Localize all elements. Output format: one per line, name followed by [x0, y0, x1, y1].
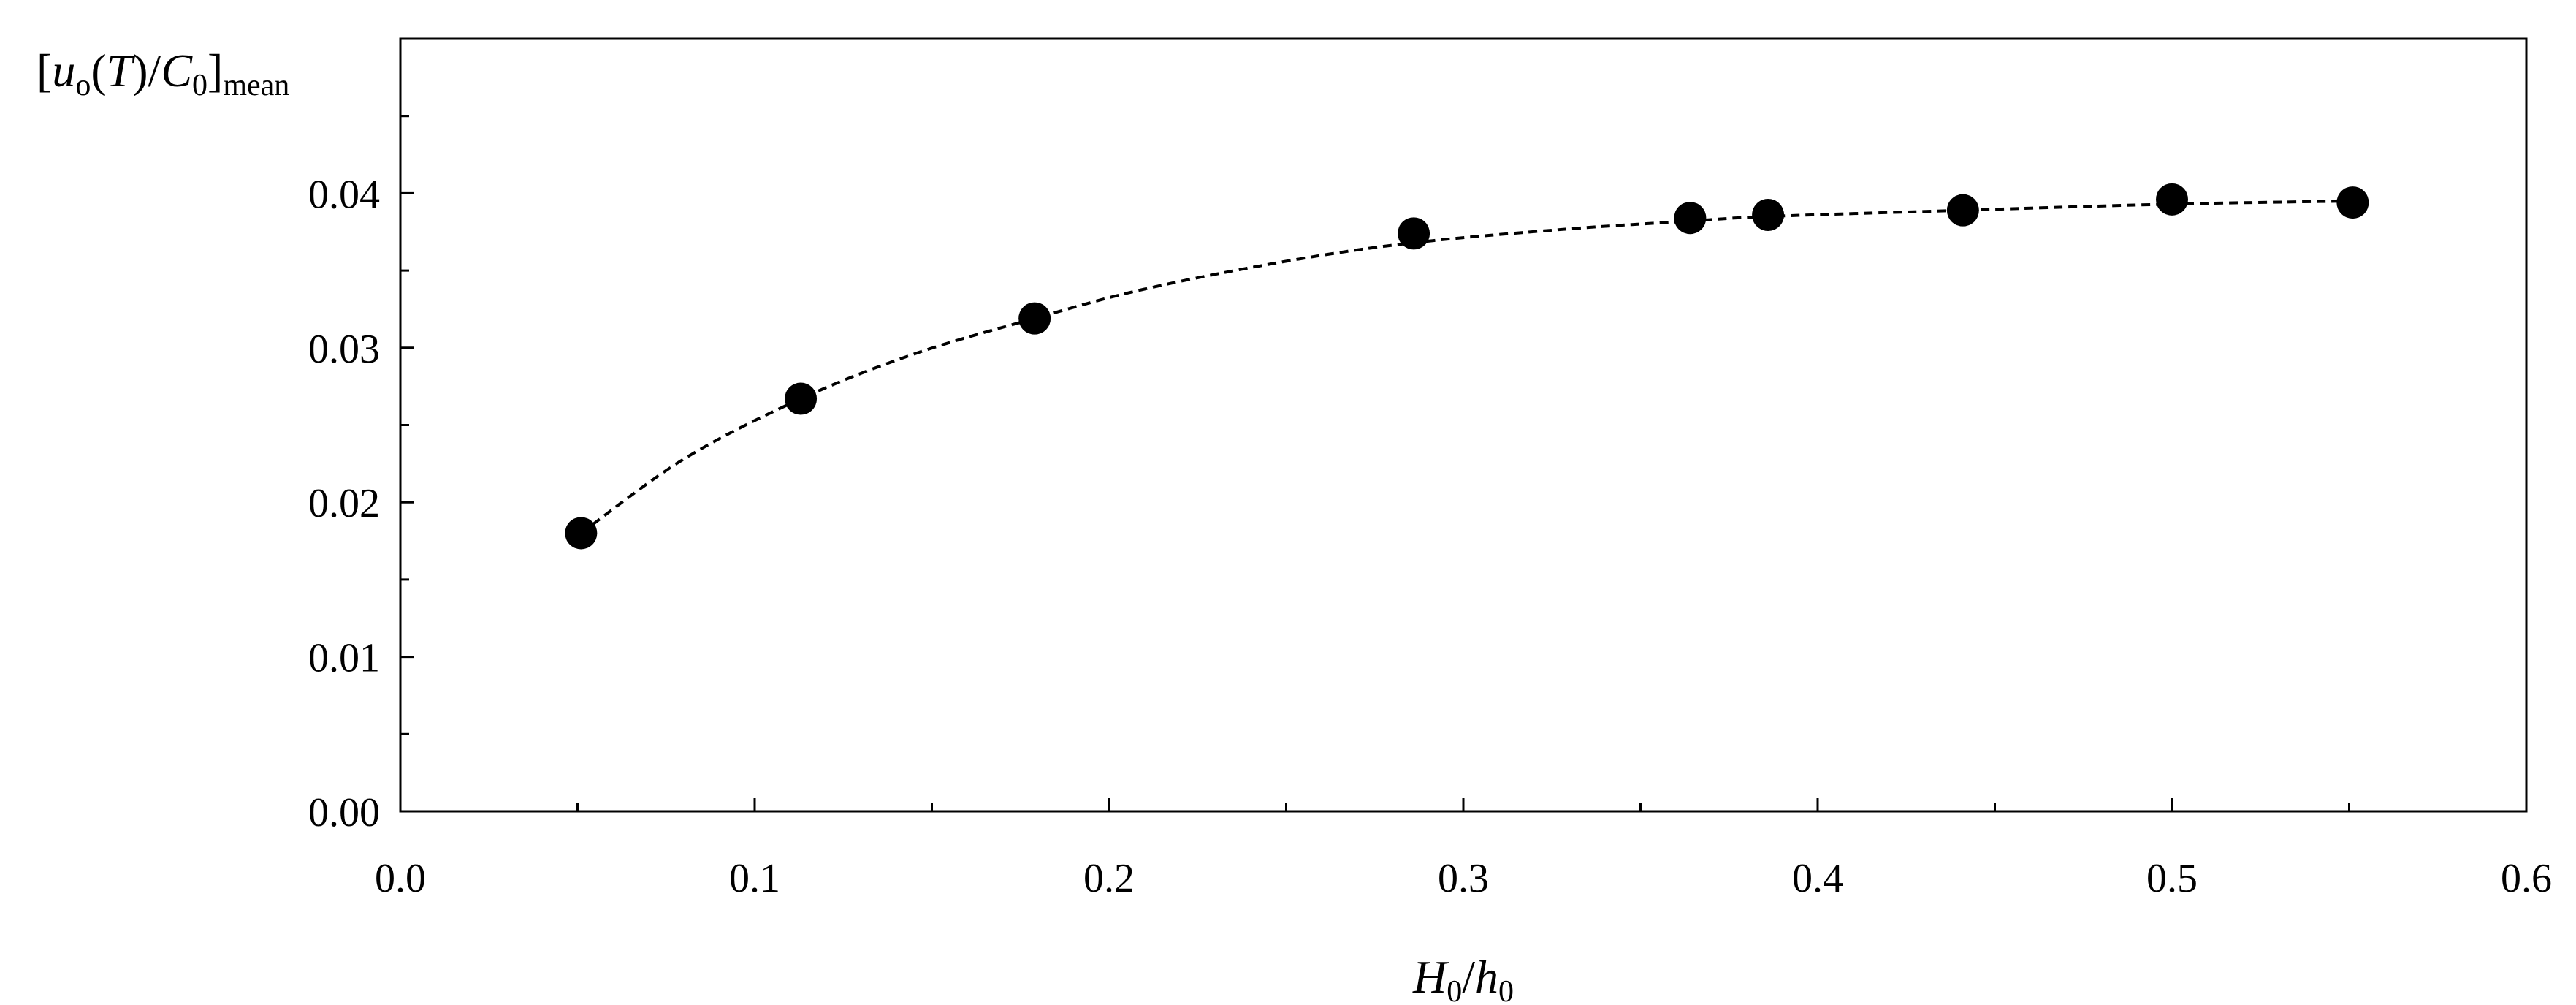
axis-title-part: mean [223, 69, 289, 102]
y-major-ticks [400, 191, 414, 813]
x-tick-label: 0.4 [1792, 856, 1843, 901]
axis-title-part: / [1462, 951, 1475, 1003]
axis-title-part: )/ [132, 45, 161, 96]
y-minor-ticks [400, 115, 409, 735]
data-points [565, 183, 2369, 550]
x-tick-label: 0.1 [729, 856, 780, 901]
axis-title-part: 0 [1447, 975, 1462, 1005]
x-tick-label: 0.6 [2501, 856, 2552, 901]
data-point [1398, 217, 1430, 250]
y-tick-label: 0.00 [308, 790, 380, 835]
data-point [1018, 302, 1051, 335]
x-tick-labels: 0.0 0.1 0.2 0.3 0.4 0.5 0.6 [375, 856, 2552, 901]
x-axis-title: H0/h0 [1412, 951, 1514, 1005]
axis-title-part: h [1475, 951, 1498, 1003]
x-major-ticks [399, 798, 2528, 811]
x-tick-label: 0.3 [1438, 856, 1489, 901]
y-tick-label: 0.04 [308, 172, 380, 217]
axis-title-part: 0 [192, 69, 207, 102]
data-point [1752, 198, 1785, 231]
axis-title-part: 0 [1498, 975, 1514, 1005]
axis-title-part: o [75, 69, 91, 102]
x-tick-label: 0.2 [1083, 856, 1135, 901]
axis-title-part: ( [91, 45, 106, 96]
axis-title-part: [ [37, 45, 52, 96]
data-point [1946, 194, 1979, 227]
y-tick-label: 0.02 [308, 481, 380, 526]
x-minor-ticks [576, 803, 2350, 811]
data-point [2156, 183, 2188, 216]
axis-title-part: H [1412, 951, 1449, 1003]
data-point [1674, 202, 1707, 235]
axis-title-part: T [107, 45, 136, 96]
axis-title-part: ] [207, 45, 223, 96]
data-point [785, 382, 818, 415]
data-point [565, 517, 598, 550]
axis-title-part: u [52, 45, 75, 96]
data-point [2336, 186, 2369, 219]
trendline [580, 200, 2353, 535]
y-tick-label: 0.03 [308, 327, 380, 372]
plot-frame [399, 37, 2528, 813]
y-axis-title: [uo(T)/C0]mean [37, 45, 289, 102]
x-tick-label: 0.0 [375, 856, 426, 901]
axis-title-part: C [161, 45, 193, 96]
x-tick-label: 0.5 [2146, 856, 2198, 901]
y-tick-label: 0.01 [308, 636, 380, 681]
y-tick-labels: 0.00 0.01 0.02 0.03 0.04 [308, 172, 380, 835]
